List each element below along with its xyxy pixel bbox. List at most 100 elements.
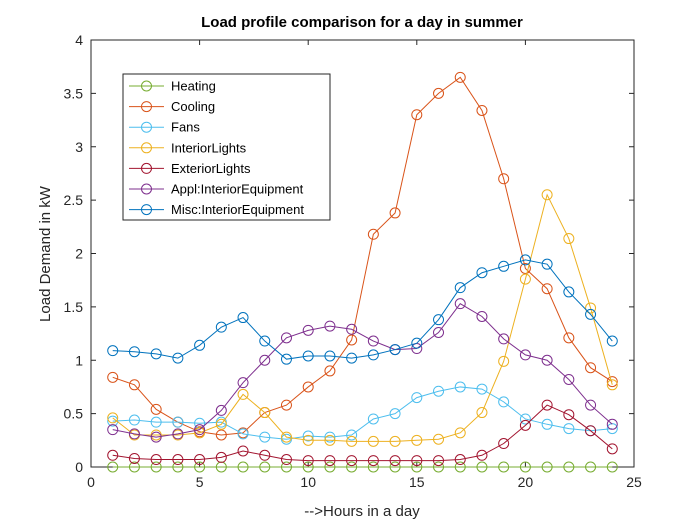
legend-item-misc-interiorequipment: Misc:InteriorEquipment xyxy=(129,202,304,217)
data-point-appl-interiorequipment xyxy=(585,399,597,411)
data-point-cooling xyxy=(150,403,162,415)
series-heating xyxy=(107,461,618,473)
data-point-misc-interiorequipment xyxy=(172,352,184,364)
data-point-exteriorlights xyxy=(302,455,314,467)
data-point-misc-interiorequipment xyxy=(237,312,249,324)
legend-item-fans: Fans xyxy=(129,120,200,135)
legend: Heating Cooling Fans InteriorLights Exterior… xyxy=(122,73,331,221)
data-point-misc-interiorequipment xyxy=(128,346,140,358)
data-point-appl-interiorequipment xyxy=(563,373,575,385)
data-point-exteriorlights xyxy=(346,455,358,467)
data-point-exteriorlights xyxy=(585,425,597,437)
data-point-exteriorlights xyxy=(563,409,575,421)
data-point-fans xyxy=(259,431,271,443)
y-tick-label: 1.5 xyxy=(64,299,84,315)
data-point-heating xyxy=(585,461,597,473)
data-point-interiorlights xyxy=(498,355,510,367)
data-point-appl-interiorequipment xyxy=(215,404,227,416)
data-point-misc-interiorequipment xyxy=(454,282,466,294)
data-point-cooling xyxy=(585,362,597,374)
data-point-heating xyxy=(454,461,466,473)
data-point-heating xyxy=(324,461,336,473)
data-point-appl-interiorequipment xyxy=(259,354,271,366)
data-point-interiorlights xyxy=(541,189,553,201)
legend-marker xyxy=(141,162,152,174)
data-point-fans xyxy=(172,416,184,428)
data-point-exteriorlights xyxy=(367,455,379,467)
data-point-appl-interiorequipment xyxy=(280,332,292,344)
data-point-exteriorlights xyxy=(172,454,184,466)
data-point-heating xyxy=(346,461,358,473)
y-tick-label: 3.5 xyxy=(64,85,84,101)
data-point-misc-interiorequipment xyxy=(107,345,119,357)
x-tick-label: 10 xyxy=(300,474,316,490)
legend-marker xyxy=(141,101,152,113)
data-point-misc-interiorequipment xyxy=(519,254,531,266)
data-point-misc-interiorequipment xyxy=(259,335,271,347)
data-point-heating xyxy=(194,461,206,473)
y-tick-label: 0.5 xyxy=(64,406,84,422)
data-point-heating xyxy=(519,461,531,473)
data-point-interiorlights xyxy=(259,407,271,419)
x-tick-label: 0 xyxy=(87,474,95,490)
y-tick-label: 1 xyxy=(75,352,83,368)
data-point-fans xyxy=(433,385,445,397)
y-tick-label: 3 xyxy=(75,139,83,155)
data-point-heating xyxy=(107,461,119,473)
legend-label: Fans xyxy=(171,120,200,135)
data-point-interiorlights xyxy=(324,434,336,446)
data-point-misc-interiorequipment xyxy=(346,352,358,364)
data-point-misc-interiorequipment xyxy=(585,308,597,320)
data-point-exteriorlights xyxy=(433,455,445,467)
data-point-interiorlights xyxy=(194,427,206,439)
data-point-cooling xyxy=(389,207,401,219)
data-point-misc-interiorequipment xyxy=(150,348,162,360)
data-point-heating xyxy=(411,461,423,473)
data-point-appl-interiorequipment xyxy=(346,323,358,335)
data-point-exteriorlights xyxy=(259,449,271,461)
data-point-cooling xyxy=(519,262,531,274)
data-point-fans xyxy=(128,414,140,426)
data-point-appl-interiorequipment xyxy=(519,349,531,361)
legend-marker xyxy=(141,80,152,92)
data-point-heating xyxy=(237,461,249,473)
data-point-appl-interiorequipment xyxy=(172,428,184,440)
data-point-exteriorlights xyxy=(454,454,466,466)
data-point-appl-interiorequipment xyxy=(150,431,162,443)
data-point-cooling xyxy=(541,283,553,295)
data-point-appl-interiorequipment xyxy=(541,354,553,366)
y-axis-label: Load Demand in kW xyxy=(37,185,54,322)
data-point-heating xyxy=(172,461,184,473)
data-point-exteriorlights xyxy=(498,438,510,450)
data-point-cooling xyxy=(107,371,119,383)
data-point-interiorlights xyxy=(237,388,249,400)
data-point-fans xyxy=(302,430,314,442)
data-point-exteriorlights xyxy=(476,449,488,461)
data-point-interiorlights xyxy=(280,431,292,443)
data-point-heating xyxy=(498,461,510,473)
legend-marker xyxy=(141,204,152,216)
data-point-cooling xyxy=(367,228,379,240)
legend-marker xyxy=(141,183,152,195)
series-layer xyxy=(107,71,618,473)
data-point-cooling xyxy=(128,379,140,391)
data-point-appl-interiorequipment xyxy=(606,418,618,430)
x-tick-label: 25 xyxy=(626,474,642,490)
data-point-appl-interiorequipment xyxy=(128,428,140,440)
data-point-heating xyxy=(433,461,445,473)
legend-box xyxy=(122,73,331,221)
data-point-misc-interiorequipment xyxy=(215,321,227,333)
chart-title: Load profile comparison for a day in sum… xyxy=(201,14,523,31)
x-tick-label: 20 xyxy=(518,474,534,490)
data-point-interiorlights xyxy=(454,427,466,439)
data-point-interiorlights xyxy=(215,418,227,430)
legend-item-interiorlights: InteriorLights xyxy=(129,140,247,155)
data-point-exteriorlights xyxy=(519,419,531,431)
data-point-interiorlights xyxy=(563,233,575,245)
data-point-misc-interiorequipment xyxy=(411,337,423,349)
data-point-fans xyxy=(389,408,401,420)
data-point-interiorlights xyxy=(389,435,401,447)
y-tick-label: 4 xyxy=(75,32,83,48)
data-point-cooling xyxy=(498,173,510,185)
